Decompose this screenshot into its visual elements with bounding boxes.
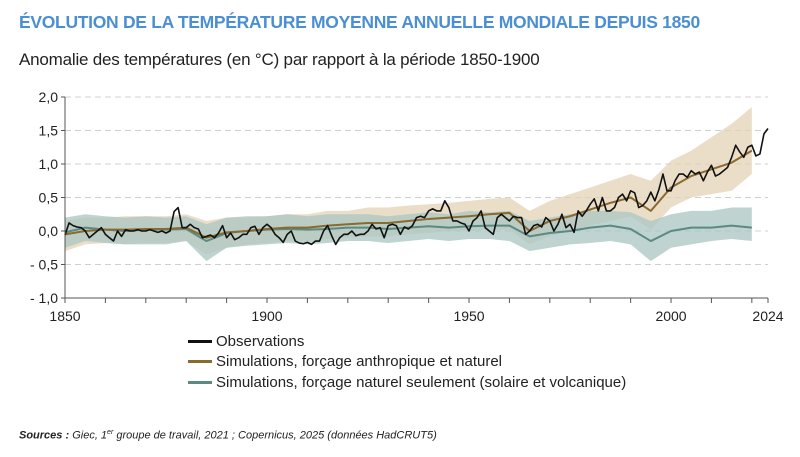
y-tick-label: - 0,5: [30, 257, 58, 273]
legend-label: Simulations, forçage naturel seulement (…: [216, 373, 627, 391]
x-tick-label: 2000: [655, 308, 686, 324]
sources-text: Giec, 1: [69, 429, 108, 442]
y-tick-label: 0,0: [39, 223, 59, 239]
legend-label: Observations: [216, 332, 305, 350]
y-tick-label: 1,5: [39, 123, 59, 139]
sources-text: groupe de travail, 2021 ; Copernicus, 20…: [113, 429, 437, 442]
legend-item-anthro: Simulations, forçage anthropique et natu…: [188, 352, 626, 373]
temperature-chart: 2,0 1,5 1,0 0,5 0,0 - 0,5 - 1,0 1850 1900 1950 200…: [30, 89, 784, 324]
chart-title: ÉVOLUTION DE LA TEMPÉRATURE MOYENNE ANNU…: [19, 12, 700, 32]
legend-item-natural: Simulations, forçage naturel seulement (…: [188, 372, 626, 393]
y-tick-label: 0,5: [39, 190, 59, 206]
sources-note: Sources : Giec, 1er groupe de travail, 2…: [19, 429, 437, 442]
y-tick-label: - 1,0: [30, 290, 58, 306]
natural-range-band: [65, 207, 752, 262]
x-tick-label: 2024: [752, 308, 783, 324]
legend-swatch-natural: [188, 380, 212, 384]
legend-swatch-anthro: [188, 360, 212, 364]
legend-label: Simulations, forçage anthropique et natu…: [216, 353, 503, 371]
legend-swatch-observations: [188, 339, 212, 343]
x-tick-label: 1900: [251, 308, 282, 324]
observations-line: [64, 128, 769, 246]
x-tick-label: 1950: [453, 308, 484, 324]
y-tick-label: 1,0: [39, 156, 59, 172]
chart-subtitle: Anomalie des températures (en °C) par ra…: [19, 50, 540, 69]
legend-item-observations: Observations: [188, 331, 626, 352]
legend: Observations Simulations, forçage anthro…: [188, 331, 626, 393]
sources-sup: er: [107, 429, 114, 436]
y-tick-label: 2,0: [39, 89, 59, 105]
sources-label: Sources :: [19, 429, 70, 442]
x-tick-label: 1850: [49, 308, 80, 324]
natural-mean-line: [64, 224, 752, 243]
